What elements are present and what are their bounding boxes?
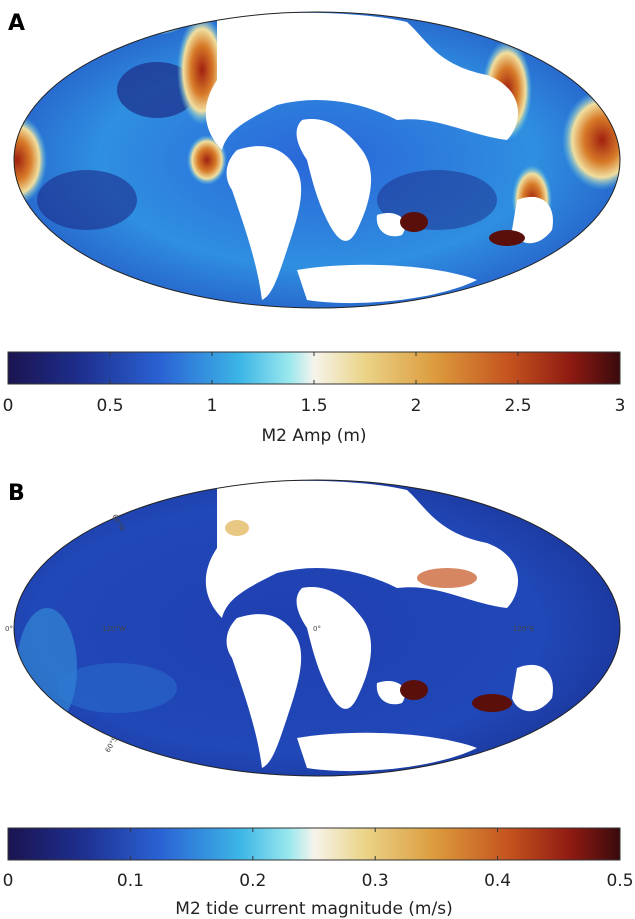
tick-label: 0.4 (484, 871, 511, 891)
colorbar-label: M2 tide current magnitude (m/s) (175, 899, 452, 919)
colorbar: M2 Amp (m) 0 0.5 1 1.5 2 2.5 3 (3, 351, 626, 446)
graticule-label: 120°W (102, 625, 126, 633)
tick-label: 0.5 (96, 396, 123, 416)
map (13, 11, 621, 309)
tick-label: 0 (3, 871, 14, 891)
graticule-label: 120°E (513, 625, 534, 633)
tick-label: 0.1 (117, 871, 144, 891)
tick-label: 2 (411, 396, 422, 416)
tick-label: 0.5 (606, 871, 633, 891)
tick-label: 3 (615, 396, 626, 416)
tick-label: 0.3 (362, 871, 389, 891)
tick-label: 0 (3, 396, 14, 416)
graticule-label: 0° (5, 625, 13, 633)
graticule-label: 0° (313, 625, 321, 633)
tick-label: 0.2 (239, 871, 266, 891)
tick-label: 1 (207, 396, 218, 416)
tick-label: 1.5 (300, 396, 327, 416)
colorbar-label: M2 Amp (m) (261, 426, 366, 446)
panel-label: B (8, 481, 25, 506)
tick-label: 2.5 (504, 396, 531, 416)
map: 60°N 0° 120°W 0° 120°E 60°S (5, 479, 621, 777)
panel-label: A (8, 11, 25, 36)
colorbar: M2 tide current magnitude (m/s) 0 0.1 0.2 0… (3, 827, 634, 919)
